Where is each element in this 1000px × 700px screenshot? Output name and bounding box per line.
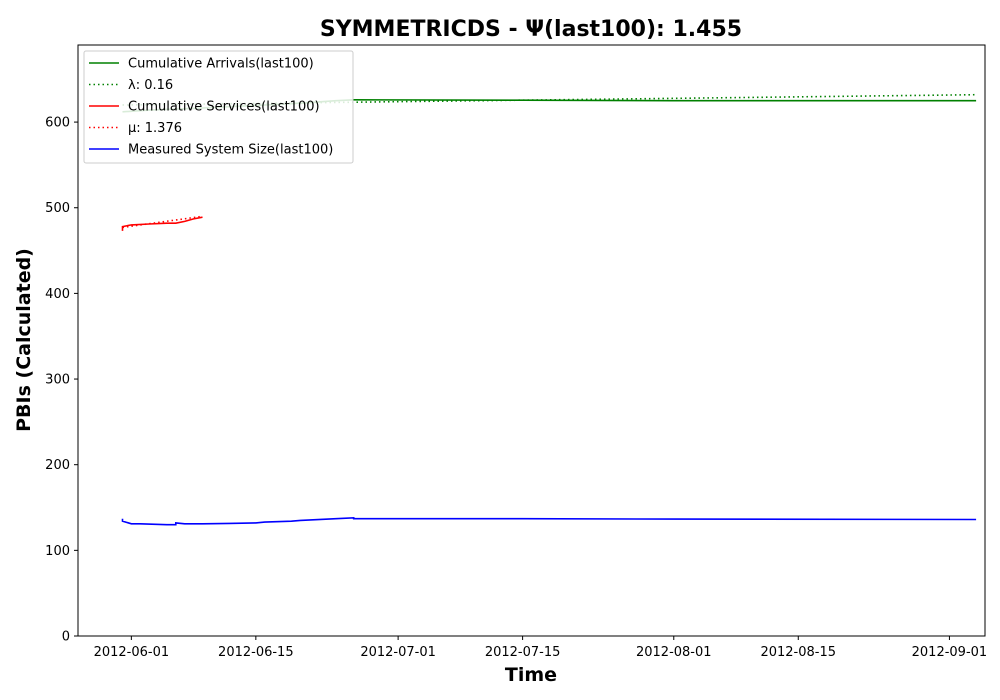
x-tick-label: 2012-09-01	[912, 645, 988, 660]
plot-frame	[77, 44, 986, 637]
x-tick-label: 2012-06-01	[94, 645, 170, 660]
legend-entry: Cumulative Arrivals(last100)	[128, 57, 314, 72]
x-tick-label: 2012-08-01	[636, 645, 712, 660]
legend-box	[83, 50, 354, 164]
plot-area	[77, 44, 986, 637]
y-tick-label: 500	[45, 201, 70, 216]
legend-entry: Measured System Size(last100)	[128, 143, 333, 158]
legend: Cumulative Arrivals(last100) λ: 0.16 Cumul…	[83, 50, 354, 164]
y-tick-label: 300	[45, 373, 70, 388]
y-tick-label: 100	[45, 544, 70, 559]
x-axis-label: Time	[505, 664, 557, 686]
legend-entry: Cumulative Services(last100)	[128, 100, 320, 115]
x-axis-ticks: 2012-06-01 2012-06-15 2012-07-01 2012-07-15…	[94, 636, 988, 660]
y-tick-label: 200	[45, 458, 70, 473]
y-tick-label: 0	[62, 630, 70, 645]
series-line-2	[121, 216, 203, 231]
legend-entry: μ: 1.376	[128, 121, 182, 136]
series-line-1	[122, 93, 977, 106]
series-line-4	[121, 516, 977, 526]
x-tick-label: 2012-06-15	[218, 645, 294, 660]
x-tick-label: 2012-08-15	[760, 645, 836, 660]
chart-title: SYMMETRICDS - Ψ(last100): 1.455	[320, 17, 742, 42]
x-tick-label: 2012-07-15	[485, 645, 561, 660]
series-line-3	[122, 215, 203, 229]
legend-entry: λ: 0.16	[128, 78, 173, 93]
y-tick-label: 600	[45, 116, 70, 131]
y-axis-label: PBIs (Calculated)	[13, 248, 35, 432]
y-axis-ticks: 0 100 200 300 400 500 600	[45, 116, 78, 645]
y-tick-label: 400	[45, 287, 70, 302]
x-tick-label: 2012-07-01	[360, 645, 436, 660]
